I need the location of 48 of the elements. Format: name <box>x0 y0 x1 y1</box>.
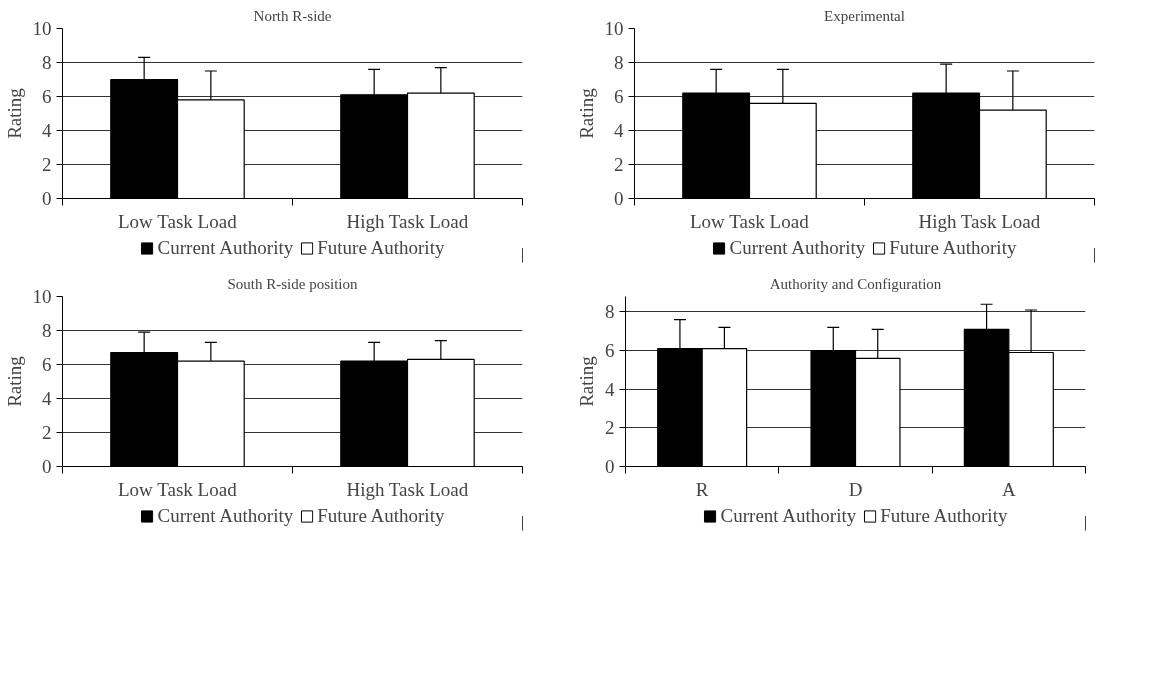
legend-label: Current Authority <box>720 505 857 527</box>
y-tick-label: 4 <box>42 120 52 141</box>
y-tick-label: 0 <box>42 456 52 477</box>
y-tick-label: 0 <box>614 188 624 209</box>
y-tick-label: 6 <box>605 340 615 362</box>
x-tick-label: Low Task Load <box>118 478 238 500</box>
chart-title: South R-side position <box>227 275 359 292</box>
legend-label: Future Authority <box>317 237 445 259</box>
y-tick-label: 6 <box>42 354 52 375</box>
y-tick-label: 6 <box>42 86 52 107</box>
legend-label: Future Authority <box>880 505 1008 527</box>
y-tick-label: 4 <box>42 388 52 409</box>
legend-label: Current Authority <box>157 505 294 527</box>
x-tick-label: High Task Load <box>346 478 469 500</box>
x-tick-label: Low Task Load <box>690 210 810 232</box>
y-tick-label: 8 <box>614 52 624 73</box>
x-tick-label: A <box>1001 478 1016 500</box>
x-tick-label: High Task Load <box>918 210 1041 232</box>
x-tick-label: R <box>695 478 709 500</box>
x-tick-label: Low Task Load <box>118 210 238 232</box>
legend-label: Current Authority <box>157 237 294 259</box>
y-tick-label: 4 <box>614 120 624 141</box>
x-tick-label: High Task Load <box>346 210 469 232</box>
y-tick-label: 0 <box>42 188 52 209</box>
y-tick-label: 0 <box>605 456 615 477</box>
y-tick-label: 4 <box>605 378 615 400</box>
y-tick-label: 2 <box>42 154 52 175</box>
y-axis-title: Rating <box>575 87 597 139</box>
y-axis-title: Rating <box>3 355 25 407</box>
legend-label: Current Authority <box>729 237 866 259</box>
chart-title: Authority and Configuration <box>769 275 942 292</box>
chart-title: Experimental <box>824 7 905 24</box>
legend-label: Future Authority <box>317 505 445 527</box>
y-tick-label: 8 <box>605 301 615 323</box>
y-axis-title: Rating <box>3 87 25 139</box>
y-axis-title: Rating <box>576 355 597 407</box>
y-tick-label: 2 <box>605 417 615 439</box>
y-tick-label: 8 <box>42 320 52 341</box>
y-tick-label: 8 <box>42 52 52 73</box>
chart-title: North R-side <box>253 7 332 24</box>
y-tick-label: 10 <box>604 18 624 39</box>
y-tick-label: 10 <box>32 18 52 39</box>
y-tick-label: 2 <box>614 154 624 175</box>
y-tick-label: 10 <box>32 286 52 307</box>
legend-label: Future Authority <box>889 237 1017 259</box>
y-tick-label: 2 <box>42 422 52 443</box>
y-tick-label: 6 <box>614 86 624 107</box>
x-tick-label: D <box>848 478 863 500</box>
